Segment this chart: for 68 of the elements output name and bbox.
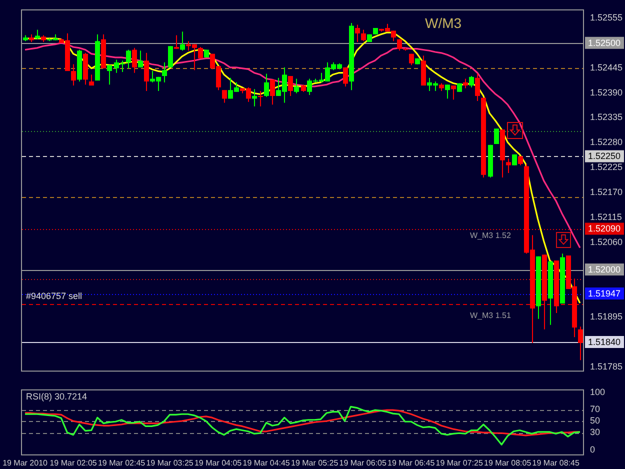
candlestick — [222, 90, 227, 104]
y-tick-label: 1.52170 — [590, 186, 623, 197]
ref-line-label: 1.51840 — [588, 337, 621, 348]
candlestick — [463, 78, 468, 89]
x-tick-label: 19 Mar 03:25 — [146, 458, 194, 468]
chart-title: RSI(8) 30.7214 — [26, 391, 88, 402]
ref-line-label: 1.52090 — [588, 224, 621, 234]
candlestick — [270, 79, 275, 106]
candlestick — [126, 49, 131, 69]
candlestick — [578, 326, 583, 361]
x-tick-label: 19 Mar 2010 — [2, 458, 48, 468]
candlestick — [144, 52, 149, 92]
candlestick — [294, 78, 299, 94]
candlestick — [518, 156, 523, 166]
candlestick — [180, 31, 185, 52]
x-tick-label: 19 Mar 06:45 — [388, 458, 436, 468]
ref-line-label: 1.51947 — [588, 288, 621, 299]
candlestick — [258, 90, 263, 107]
y-tick-label: 1.52335 — [590, 112, 623, 122]
y-tick-label: 0 — [590, 444, 596, 454]
candlestick — [252, 88, 257, 107]
x-tick-label: 19 Mar 04:05 — [194, 458, 242, 468]
candlestick — [288, 76, 293, 96]
candlestick — [355, 24, 360, 43]
x-tick-label: 19 Mar 08:05 — [484, 458, 532, 468]
x-tick-label: 19 Mar 08:45 — [532, 458, 580, 468]
candlestick — [506, 158, 511, 174]
ref-line-label: #9406757 sell — [26, 291, 82, 302]
x-tick-label: 19 Mar 05:25 — [290, 458, 339, 468]
y-tick-label: 70 — [590, 404, 600, 414]
y-tick-label: 1.52390 — [590, 87, 623, 98]
x-tick-label: 19 Mar 02:45 — [98, 458, 146, 468]
candlestick — [475, 73, 480, 102]
candlestick — [198, 46, 203, 59]
ref-line-label: 1.52250 — [588, 151, 621, 162]
y-tick-label: 1.51785 — [590, 361, 623, 372]
annotation: W_M3 1.51 — [470, 311, 512, 320]
y-tick-label: 1.51895 — [590, 312, 623, 322]
y-tick-label: 1.52060 — [590, 236, 623, 247]
x-tick-label: 19 Mar 02:05 — [50, 458, 98, 468]
candlestick — [361, 29, 366, 42]
y-tick-label: 1.52555 — [590, 12, 623, 22]
candlestick — [71, 64, 76, 86]
y-tick-label: 50 — [590, 416, 600, 426]
candlestick — [264, 73, 269, 98]
ref-line-label: 1.52000 — [588, 264, 621, 275]
candlestick — [138, 50, 143, 68]
annotation: W/M3 — [425, 14, 462, 31]
ref-line-label: 1.52500 — [588, 38, 621, 48]
candlestick — [469, 76, 474, 88]
candlestick — [162, 62, 167, 83]
x-tick-label: 19 Mar 04:45 — [242, 458, 290, 468]
y-tick-label: 1.52225 — [590, 162, 623, 172]
candlestick — [132, 47, 137, 74]
candlestick — [451, 85, 456, 100]
x-tick-label: 19 Mar 07:25 — [436, 458, 484, 468]
candlestick — [35, 29, 40, 40]
candlestick — [343, 66, 348, 87]
candlestick — [174, 34, 179, 50]
y-tick-label: 1.52445 — [590, 62, 623, 72]
y-tick-label: 1.52280 — [590, 137, 623, 148]
y-tick-label: 100 — [590, 386, 606, 397]
y-tick-label: 1.52115 — [590, 212, 622, 222]
candlestick — [107, 64, 112, 86]
x-tick-label: 19 Mar 06:05 — [339, 458, 387, 468]
y-tick-label: 30 — [590, 427, 600, 438]
annotation: W_M3 1.52 — [470, 231, 512, 240]
candlestick — [445, 84, 450, 100]
